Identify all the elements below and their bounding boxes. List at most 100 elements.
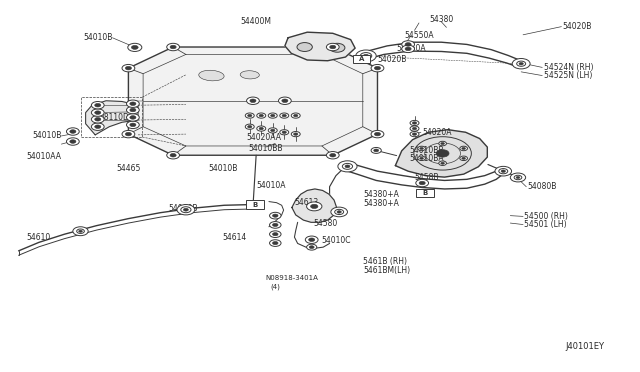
Circle shape xyxy=(516,176,520,179)
Circle shape xyxy=(519,62,524,65)
Ellipse shape xyxy=(199,70,224,81)
Circle shape xyxy=(410,121,419,126)
Ellipse shape xyxy=(240,71,259,79)
Circle shape xyxy=(280,130,289,135)
Text: J40101EY: J40101EY xyxy=(565,341,604,350)
Circle shape xyxy=(436,150,449,157)
Circle shape xyxy=(499,169,508,174)
Circle shape xyxy=(268,128,277,133)
Circle shape xyxy=(70,140,76,143)
Text: 54010BA: 54010BA xyxy=(410,154,444,163)
Circle shape xyxy=(245,124,254,129)
Circle shape xyxy=(273,223,278,227)
Circle shape xyxy=(416,179,429,187)
Circle shape xyxy=(412,122,417,124)
Circle shape xyxy=(338,161,357,172)
Polygon shape xyxy=(285,32,355,61)
Text: 54380+A: 54380+A xyxy=(364,199,399,208)
Circle shape xyxy=(305,236,318,243)
Polygon shape xyxy=(396,130,487,177)
Circle shape xyxy=(510,173,525,182)
Circle shape xyxy=(248,114,252,117)
Circle shape xyxy=(127,121,140,129)
Circle shape xyxy=(282,114,286,117)
Circle shape xyxy=(418,156,426,161)
Text: 54610: 54610 xyxy=(26,233,51,243)
Text: 54500 (RH): 54500 (RH) xyxy=(524,212,568,221)
Circle shape xyxy=(122,64,135,72)
Circle shape xyxy=(310,204,318,209)
Circle shape xyxy=(67,128,79,135)
Circle shape xyxy=(245,113,254,118)
Circle shape xyxy=(374,66,381,70)
Text: 54465: 54465 xyxy=(116,164,141,173)
Text: A: A xyxy=(359,56,364,62)
Circle shape xyxy=(246,97,259,105)
Circle shape xyxy=(269,212,281,219)
Circle shape xyxy=(410,132,419,137)
Circle shape xyxy=(130,116,136,119)
Circle shape xyxy=(167,43,179,51)
Circle shape xyxy=(439,141,447,146)
Circle shape xyxy=(335,209,344,215)
Circle shape xyxy=(441,142,444,145)
Text: 54400M: 54400M xyxy=(241,17,271,26)
Circle shape xyxy=(128,43,142,51)
Circle shape xyxy=(405,43,411,46)
Circle shape xyxy=(95,103,101,107)
Text: 54550A: 54550A xyxy=(397,44,426,53)
Polygon shape xyxy=(129,47,378,155)
Circle shape xyxy=(250,99,256,103)
Circle shape xyxy=(125,66,131,70)
Circle shape xyxy=(294,133,298,135)
Circle shape xyxy=(291,132,300,137)
Circle shape xyxy=(326,151,339,159)
Circle shape xyxy=(412,133,417,135)
Text: (4): (4) xyxy=(270,283,280,290)
Circle shape xyxy=(360,52,372,59)
Circle shape xyxy=(278,97,291,105)
FancyBboxPatch shape xyxy=(246,201,264,209)
Circle shape xyxy=(460,156,467,161)
Circle shape xyxy=(170,154,176,157)
Circle shape xyxy=(326,43,339,51)
Text: B: B xyxy=(423,190,428,196)
Circle shape xyxy=(420,157,424,159)
Circle shape xyxy=(130,108,136,112)
Circle shape xyxy=(95,118,101,121)
Circle shape xyxy=(273,214,278,217)
Text: 54010A: 54010A xyxy=(256,181,285,190)
Circle shape xyxy=(269,222,281,228)
Circle shape xyxy=(307,202,322,211)
Circle shape xyxy=(184,208,188,211)
Circle shape xyxy=(439,161,447,166)
Circle shape xyxy=(356,50,376,62)
Circle shape xyxy=(418,146,426,151)
Circle shape xyxy=(420,147,424,150)
Text: 54010AA: 54010AA xyxy=(26,152,61,161)
Polygon shape xyxy=(86,101,138,135)
Circle shape xyxy=(501,170,506,172)
Circle shape xyxy=(259,114,264,117)
Circle shape xyxy=(92,102,104,109)
Text: 54060B: 54060B xyxy=(168,205,198,214)
Text: 54501 (LH): 54501 (LH) xyxy=(524,220,567,229)
Text: 54010BB: 54010BB xyxy=(410,145,444,154)
Circle shape xyxy=(280,113,289,118)
Circle shape xyxy=(73,227,88,235)
Circle shape xyxy=(282,99,288,103)
Text: 54613: 54613 xyxy=(294,198,319,207)
Text: 54020AA: 54020AA xyxy=(246,133,282,142)
Text: 54020A: 54020A xyxy=(422,128,452,137)
Text: 54010BB: 54010BB xyxy=(248,144,283,153)
Text: 54524N (RH): 54524N (RH) xyxy=(543,63,593,72)
Circle shape xyxy=(294,114,298,117)
Circle shape xyxy=(371,64,384,72)
Circle shape xyxy=(462,157,465,159)
Text: 54525N (LH): 54525N (LH) xyxy=(543,71,592,80)
Circle shape xyxy=(248,125,252,128)
Circle shape xyxy=(412,127,417,130)
Text: 54010C: 54010C xyxy=(321,236,351,246)
Circle shape xyxy=(180,207,191,213)
Circle shape xyxy=(95,111,101,115)
